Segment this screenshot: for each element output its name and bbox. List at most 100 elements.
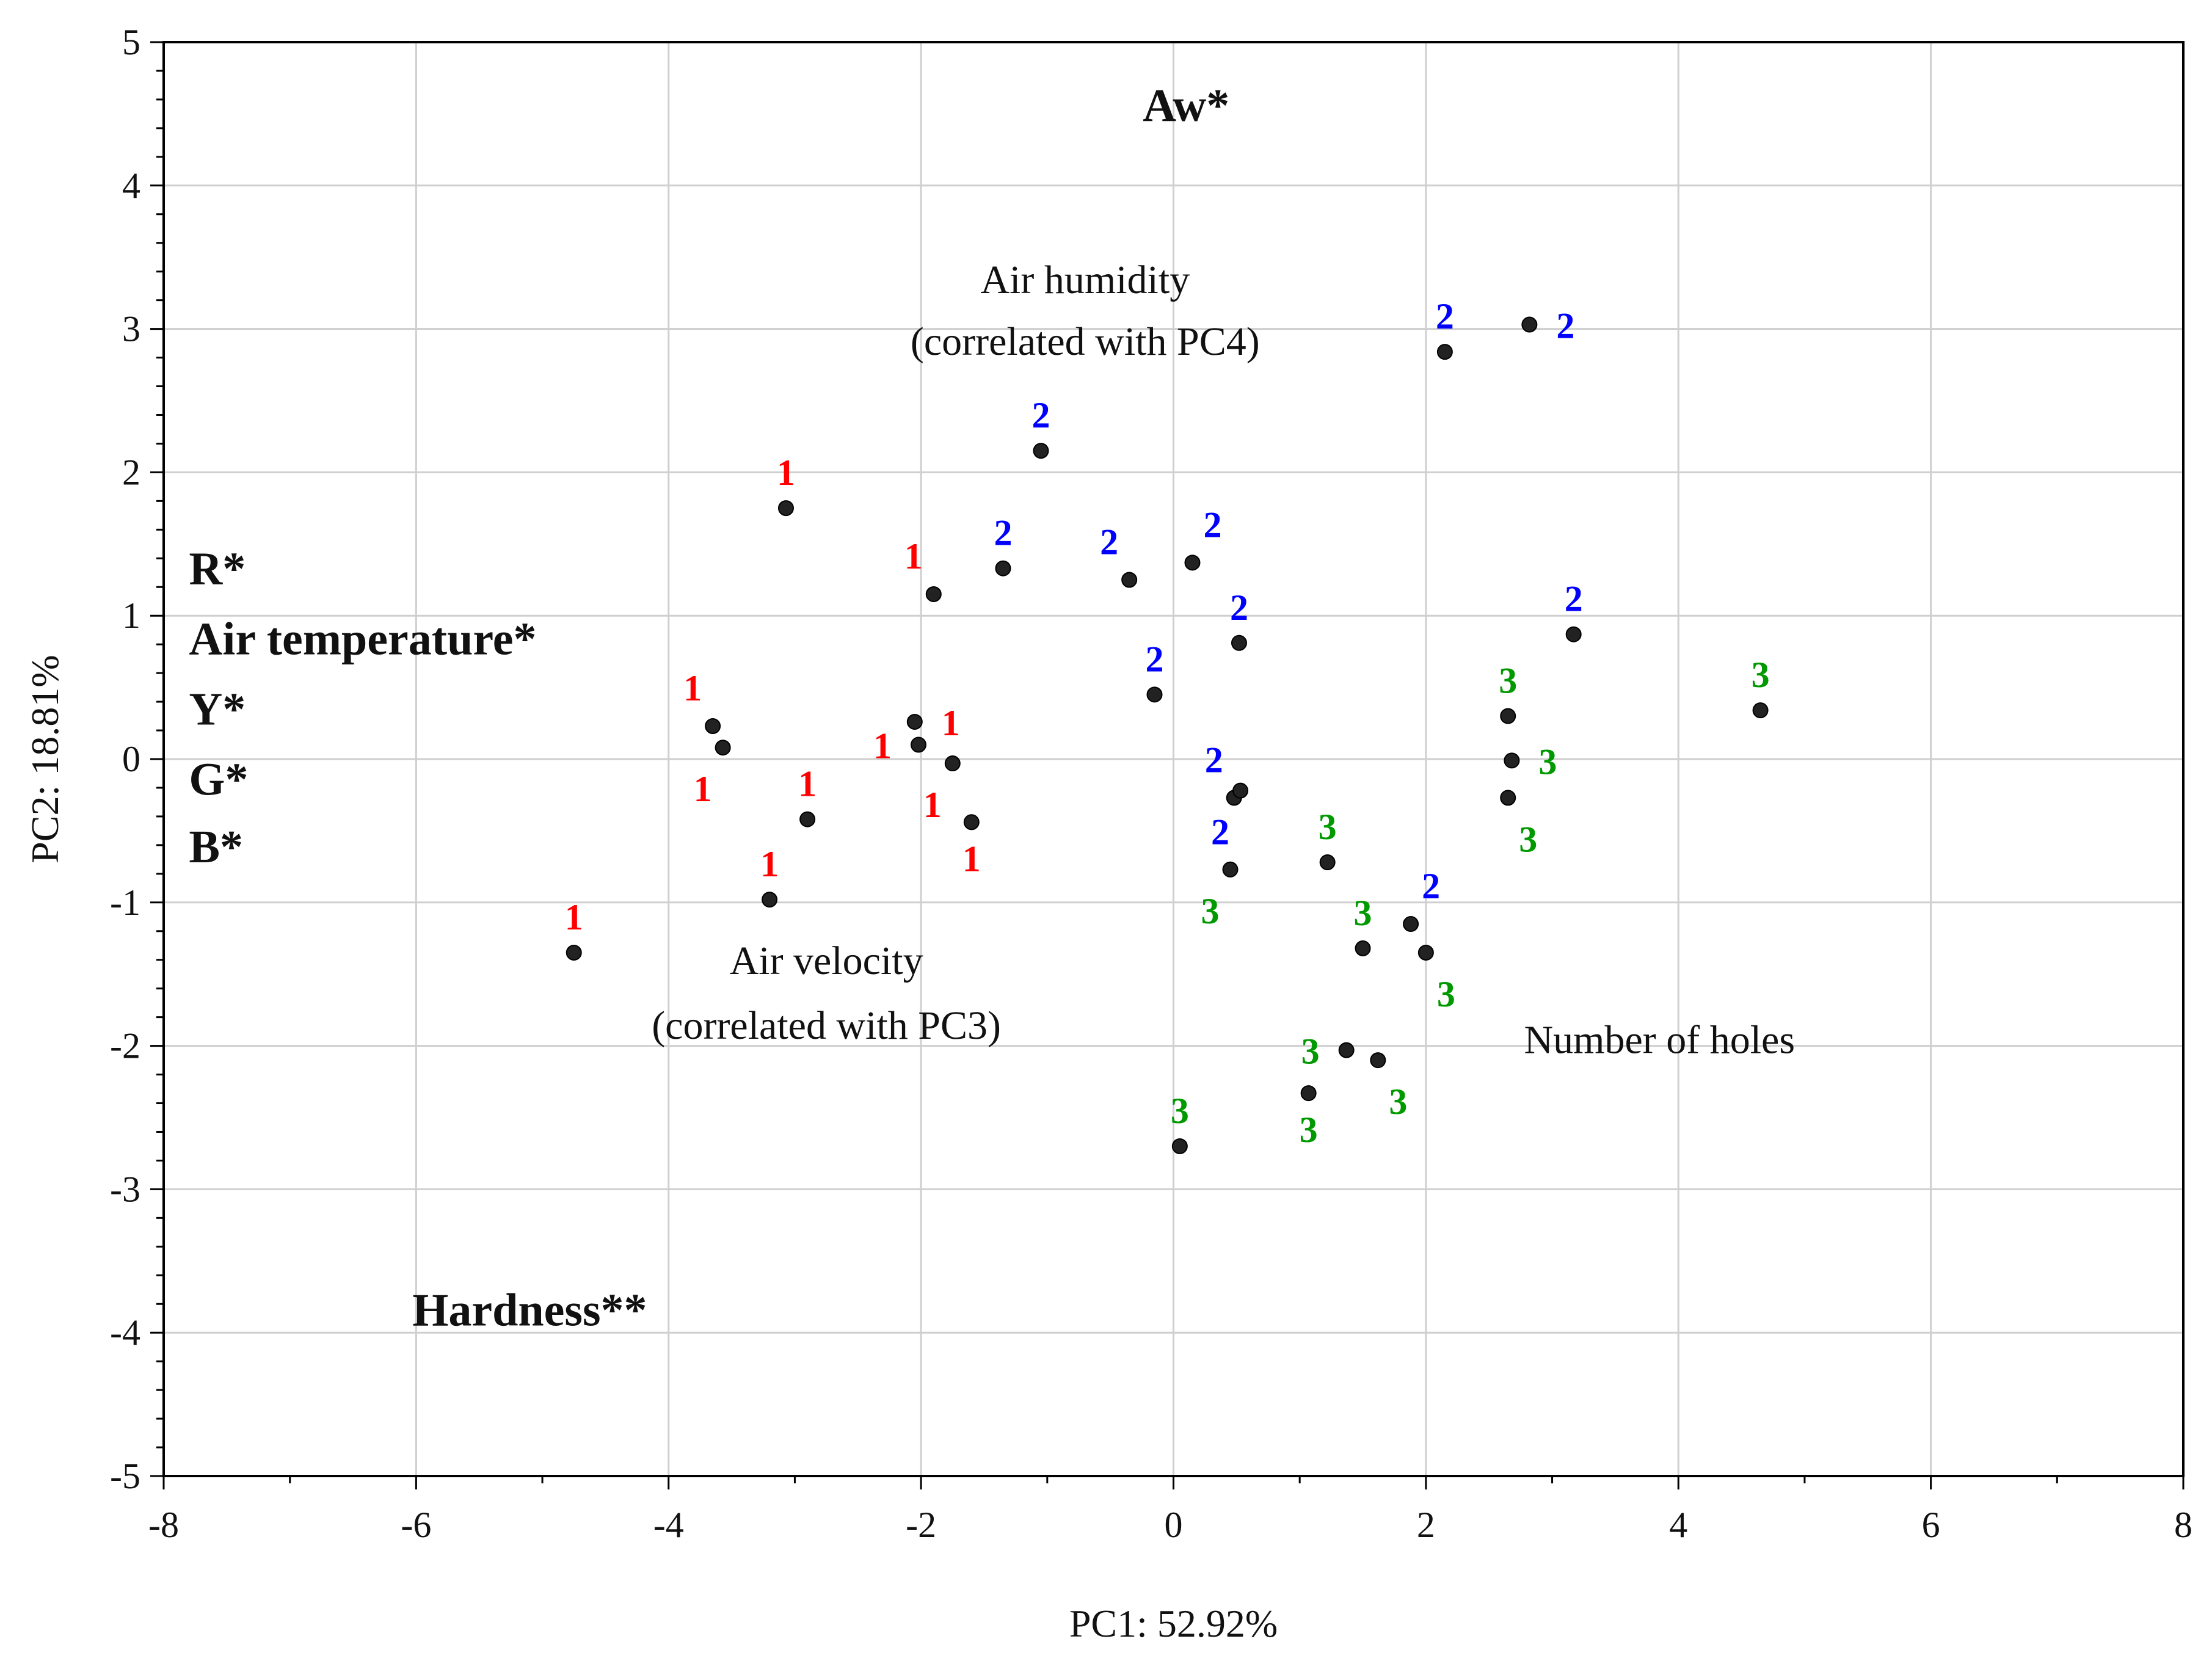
y-tick-label: 4	[122, 165, 140, 206]
scatter-points	[566, 316, 1769, 1154]
scatter-point	[1319, 854, 1336, 871]
scatter-point	[925, 586, 942, 602]
x-tick-label: -4	[653, 1505, 684, 1545]
point-group-label: 2	[1031, 395, 1050, 435]
scatter-point	[1403, 916, 1419, 933]
scatter-point	[1338, 1042, 1355, 1058]
scatter-point	[777, 500, 794, 517]
y-axis-title: PC2: 18.81%	[23, 655, 67, 863]
scatter-point	[910, 736, 926, 753]
x-tick-label: -8	[148, 1505, 179, 1545]
variable-annotations: Aw* Air humidity (correlated with PC4) R* Ai…	[189, 80, 1795, 1336]
variable-annotation: Y*	[189, 684, 246, 735]
point-group-label: 2	[1211, 812, 1229, 853]
scatter-point	[1300, 1085, 1317, 1102]
point-group-label: 1	[565, 897, 583, 937]
grid-lines	[164, 42, 2183, 1476]
point-group-label: 2	[994, 513, 1012, 553]
point-group-label: 1	[962, 838, 981, 879]
variable-annotation: Hardness**	[412, 1284, 647, 1336]
scatter-point	[1417, 944, 1434, 961]
point-group-label: 2	[1230, 587, 1248, 628]
point-group-label: 3	[1354, 893, 1372, 933]
x-tick-label: -2	[906, 1505, 936, 1545]
point-group-label: 3	[1519, 819, 1537, 859]
scatter-point	[762, 892, 778, 908]
scatter-point	[705, 718, 721, 734]
variable-annotation: Aw*	[1143, 80, 1229, 131]
y-tick-label: -1	[110, 882, 140, 923]
point-group-label: 3	[1752, 655, 1770, 695]
scatter-point	[963, 814, 980, 831]
point-group-label: 1	[798, 764, 817, 804]
variable-annotation: (correlated with PC3)	[652, 1003, 1001, 1048]
y-tick-label: -2	[110, 1026, 140, 1066]
x-tick-label: 2	[1417, 1505, 1435, 1545]
variable-annotation: Air velocity	[730, 939, 923, 983]
point-group-label: 3	[1300, 1110, 1318, 1150]
point-group-label: 2	[1205, 740, 1223, 780]
variable-annotation: Air temperature*	[189, 614, 536, 665]
point-group-label: 3	[1437, 974, 1455, 1014]
variable-annotation: Number of holes	[1524, 1017, 1795, 1062]
scatter-point	[1504, 752, 1520, 769]
point-group-label: 1	[942, 703, 960, 743]
scatter-point	[1500, 790, 1516, 806]
point-group-label: 1	[777, 453, 795, 493]
variable-annotation: B*	[189, 821, 243, 873]
point-group-label: 2	[1422, 866, 1440, 906]
scatter-point	[1355, 940, 1371, 956]
point-group-label: 1	[760, 844, 779, 884]
y-tick-label: 1	[122, 595, 140, 636]
point-group-label: 1	[923, 785, 942, 825]
scatter-point	[1171, 1138, 1188, 1154]
y-tick-label: 5	[122, 22, 140, 62]
scatter-point	[1232, 782, 1249, 799]
scatter-point	[715, 740, 731, 756]
scatter-point	[1521, 316, 1538, 333]
variable-annotation: (correlated with PC4)	[911, 319, 1260, 364]
y-tick-label: -5	[110, 1456, 140, 1496]
point-group-label: 2	[1204, 504, 1222, 545]
scatter-point	[1184, 555, 1201, 571]
y-tick-label: 3	[122, 309, 140, 349]
y-tick-label: -4	[110, 1312, 140, 1353]
point-group-label: 2	[1556, 306, 1574, 346]
point-group-label: 1	[694, 769, 712, 809]
scatter-point	[1222, 861, 1239, 878]
point-group-label: 2	[1436, 296, 1454, 336]
scatter-point	[1436, 344, 1453, 360]
scatter-point	[1033, 443, 1049, 459]
scatter-point	[1146, 686, 1163, 703]
scatter-point	[1500, 708, 1516, 724]
scatter-point	[1752, 702, 1769, 719]
scatter-point	[566, 944, 582, 961]
x-tick-label: 4	[1669, 1505, 1687, 1545]
scatter-point	[1370, 1052, 1386, 1069]
point-group-label: 3	[1201, 891, 1220, 931]
point-group-label: 1	[873, 726, 892, 766]
point-group-label: 3	[1389, 1082, 1407, 1122]
y-tick-label: 0	[122, 739, 140, 779]
scatter-point	[799, 811, 816, 827]
point-group-label: 3	[1301, 1031, 1320, 1072]
point-group-label: 2	[1145, 639, 1163, 679]
point-group-label: 1	[683, 668, 702, 708]
point-group-label: 1	[904, 536, 923, 576]
point-group-label: 2	[1565, 579, 1583, 619]
variable-annotation: G*	[189, 754, 248, 805]
axis-ticks: -8 -6 -4 -2 0 2 4 6 8 -5 -4 -3 -2 -1 0 1 2 3 4 5	[110, 22, 2192, 1545]
scatter-point	[1565, 626, 1582, 642]
scatter-point	[906, 713, 923, 730]
point-group-label: 3	[1319, 807, 1337, 847]
scatter-point	[995, 560, 1011, 576]
y-tick-label: -3	[110, 1169, 140, 1209]
point-group-label: 2	[1100, 522, 1118, 562]
scatter-point	[1121, 572, 1138, 588]
x-tick-label: 8	[2174, 1505, 2192, 1545]
variable-annotation: Air humidity	[980, 258, 1190, 302]
point-group-label: 3	[1538, 741, 1557, 782]
